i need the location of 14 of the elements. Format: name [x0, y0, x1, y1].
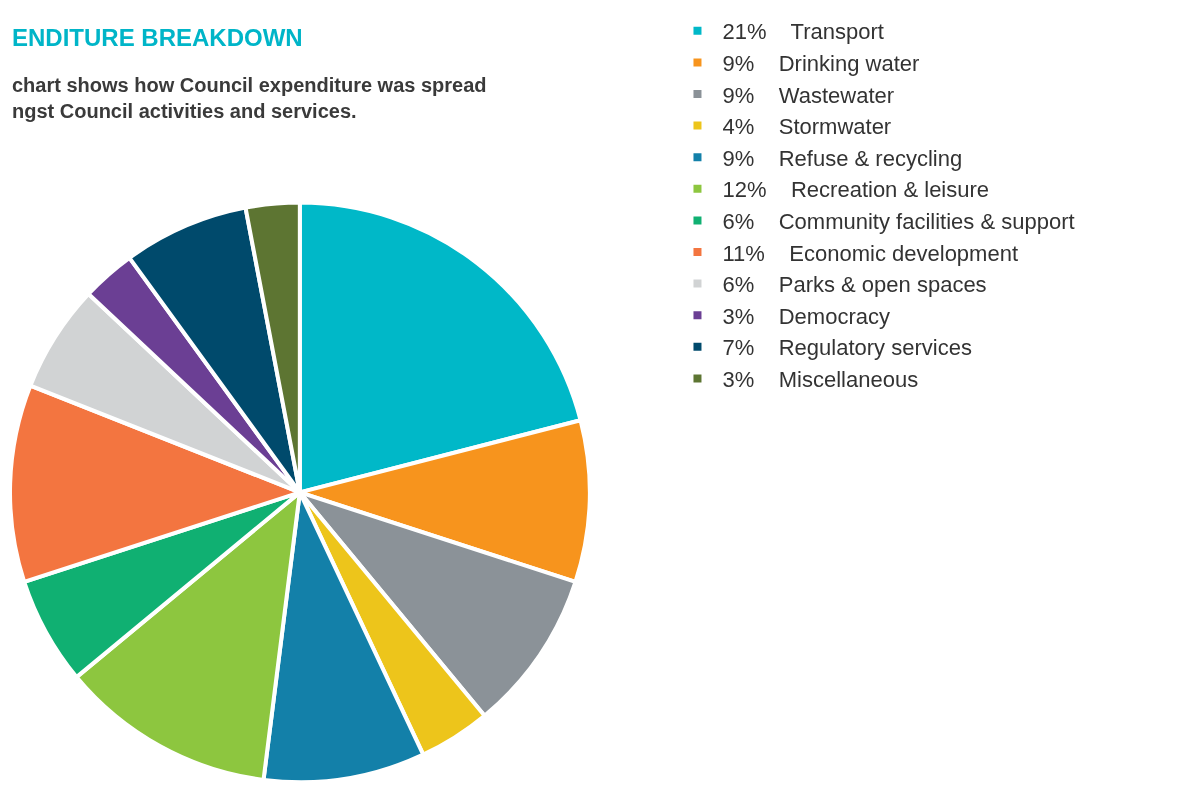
legend-label: 7% Regulatory services [722, 335, 972, 361]
legend-label: 21% Transport [722, 19, 884, 45]
chart-title: ENDITURE BREAKDOWN [12, 24, 303, 51]
legend-label: 3% Democracy [722, 303, 890, 329]
text: chart shows how Council expenditure was spread ngst Council activities and services. [12, 74, 487, 122]
legend-label: 9% Drinking water [722, 50, 920, 76]
legend-label: 4% Stormwater [722, 114, 892, 140]
legend-label: 12% Recreation & leisure [722, 177, 990, 203]
legend-label: 6% Community facilities & support [722, 208, 1075, 234]
legend-label: 9% Refuse & recycling [722, 145, 963, 171]
legend-label: 9% Wastewater [722, 82, 895, 108]
legend-label: 3% Miscellaneous [722, 366, 919, 392]
legend-label: 11% Economic development [722, 240, 1019, 266]
legend-label: 6% Parks & open spaces [722, 272, 987, 298]
